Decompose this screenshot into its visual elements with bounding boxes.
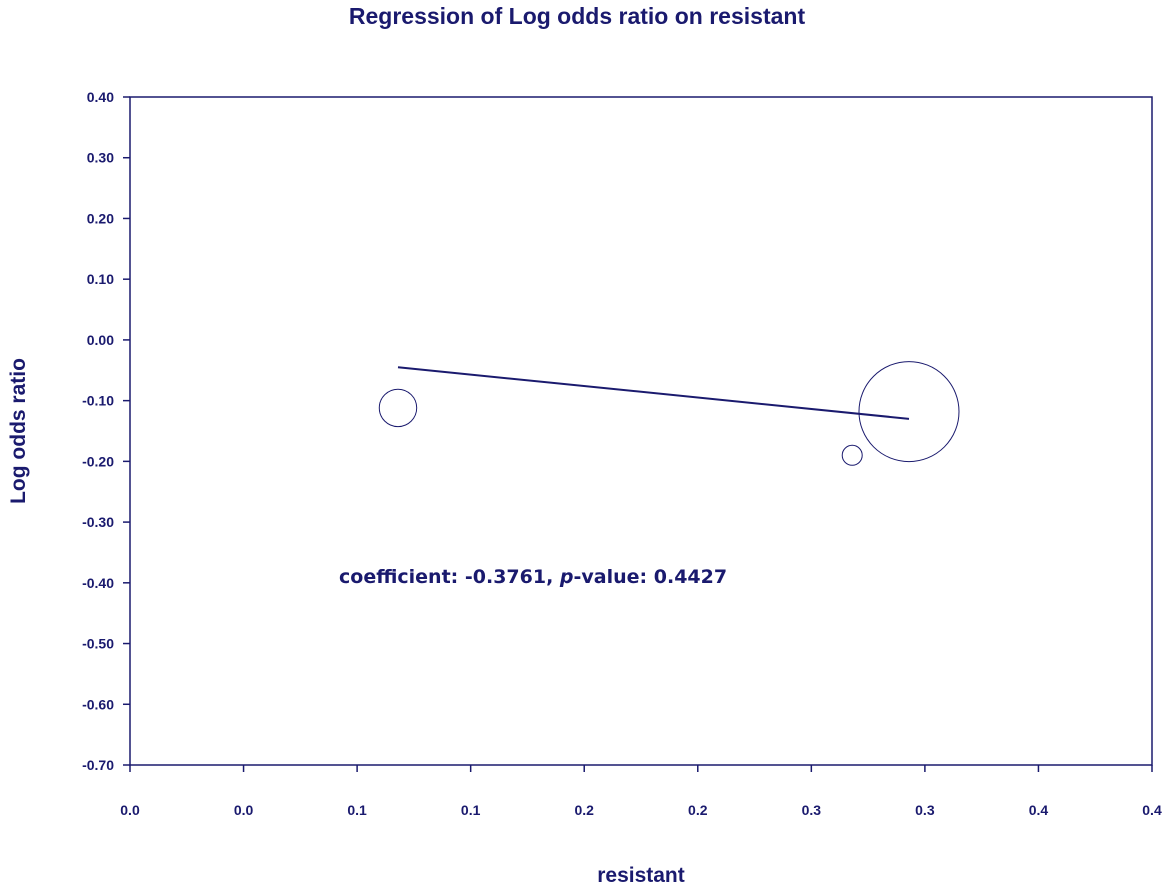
data-point-bubble <box>378 388 418 428</box>
y-tick-label: -0.50 <box>82 636 114 652</box>
regression-stats-annotation: coefficient: -0.3761, p-value: 0.4427 <box>339 566 727 588</box>
y-tick-label: -0.30 <box>82 514 114 530</box>
y-tick-label: -0.20 <box>82 453 114 469</box>
x-tick-label: 0.0 <box>120 802 140 818</box>
y-tick-label: -0.60 <box>82 696 114 712</box>
annotation-prefix: coefficient: -0.3761, <box>339 566 560 588</box>
y-tick-label: 0.30 <box>87 150 114 166</box>
x-tick-label: 0.3 <box>915 802 935 818</box>
y-axis-label: Log odds ratio <box>7 358 30 504</box>
chart-title: Regression of Log odds ratio on resistan… <box>349 3 806 29</box>
data-point-bubble <box>858 361 960 463</box>
x-tick-label: 0.4 <box>1142 802 1162 818</box>
x-tick-label: 0.4 <box>1029 802 1049 818</box>
y-tick-label: -0.40 <box>82 575 114 591</box>
annotation-suffix: -value: 0.4427 <box>574 566 728 588</box>
x-tick-label: 0.1 <box>347 802 367 818</box>
x-axis-ticks: 0.0 0.0 0.1 0.1 0.2 0.2 0.3 0.3 0.4 0.4 <box>120 765 1162 818</box>
y-tick-label: 0.40 <box>87 89 114 105</box>
x-tick-label: 0.2 <box>574 802 594 818</box>
x-tick-label: 0.0 <box>234 802 254 818</box>
regression-line <box>397 366 910 420</box>
y-axis-ticks: 0.40 0.30 0.20 0.10 0.00 -0.10 -0.20 -0.30 -0.40… <box>82 89 130 773</box>
data-point-bubble <box>841 444 863 466</box>
x-tick-label: 0.2 <box>688 802 708 818</box>
x-tick-label: 0.3 <box>802 802 822 818</box>
y-tick-label: 0.10 <box>87 271 114 287</box>
y-tick-label: -0.10 <box>82 393 114 409</box>
x-tick-label: 0.1 <box>461 802 481 818</box>
y-tick-label: 0.00 <box>87 332 114 348</box>
annotation-italic: p <box>559 566 574 588</box>
x-axis-label: resistant <box>597 864 685 887</box>
y-tick-label: 0.20 <box>87 210 114 226</box>
y-tick-label: -0.70 <box>82 757 114 773</box>
data-marks <box>378 361 960 466</box>
plot-area-frame <box>129 96 1153 766</box>
